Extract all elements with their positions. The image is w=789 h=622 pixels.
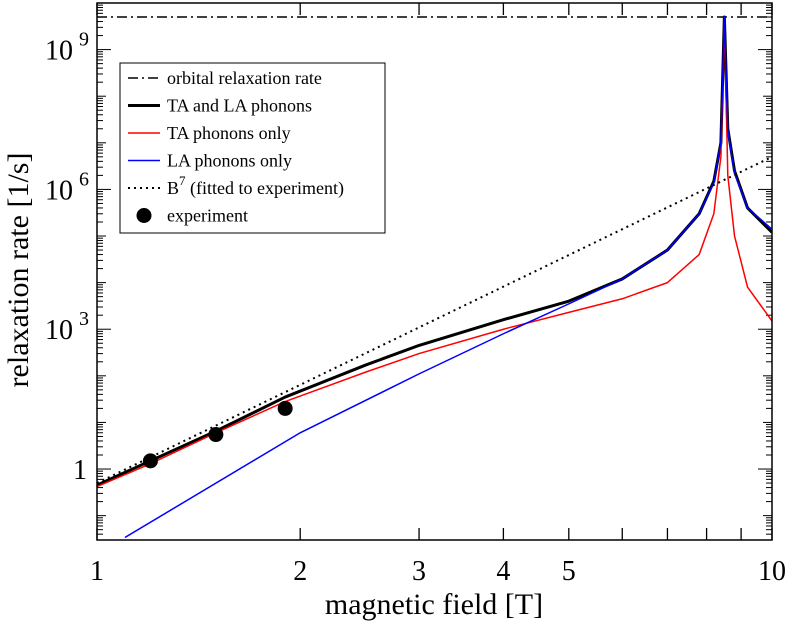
plot-frame (96, 2, 773, 541)
legend: orbital relaxation rate TA and LA phonons… (119, 62, 386, 234)
y-tick-label: 10 (45, 175, 73, 206)
experiment-point (142, 453, 158, 469)
x-tick-label: 5 (562, 556, 576, 587)
x-tick-label: 1 (90, 556, 104, 587)
y-tick-label: 10 (45, 36, 73, 67)
series-line-4 (97, 155, 772, 484)
series-line-3 (124, 16, 772, 539)
legend-label: experiment (167, 206, 248, 226)
y-tick-exponent: 6 (79, 168, 89, 190)
axis-ticks (96, 2, 773, 541)
series-line-2 (97, 16, 772, 488)
legend-label: orbital relaxation rate (167, 68, 322, 88)
legend-label: TA and LA phonons (167, 96, 312, 116)
y-tick-label: 10 (45, 315, 73, 346)
y-axis-title: relaxation rate [1/s] (2, 153, 35, 388)
y-tick-exponent: 3 (79, 308, 89, 330)
legend-label: TA phonons only (167, 123, 291, 143)
legend-label: LA phonons only (167, 151, 292, 171)
experiment-point (277, 400, 293, 416)
x-tick-label: 4 (496, 556, 510, 587)
experiment-markers (142, 400, 293, 469)
experiment-point (208, 427, 224, 443)
x-axis-title: magnetic field [T] (325, 588, 543, 621)
data-series (97, 15, 772, 539)
y-tick-label: 1 (73, 455, 87, 486)
x-tick-label: 2 (293, 556, 307, 587)
y-tick-exponent: 9 (79, 29, 89, 51)
legend-box (119, 62, 386, 234)
tick-labels: 1 2 3 4 5 10 1 10 3 10 6 10 9 (45, 29, 786, 587)
legend-symbol-marker (136, 208, 152, 223)
legend-label: B7 (fitted to experiment) (167, 173, 344, 199)
x-tick-label: 10 (758, 556, 786, 587)
x-tick-label: 3 (412, 556, 426, 587)
